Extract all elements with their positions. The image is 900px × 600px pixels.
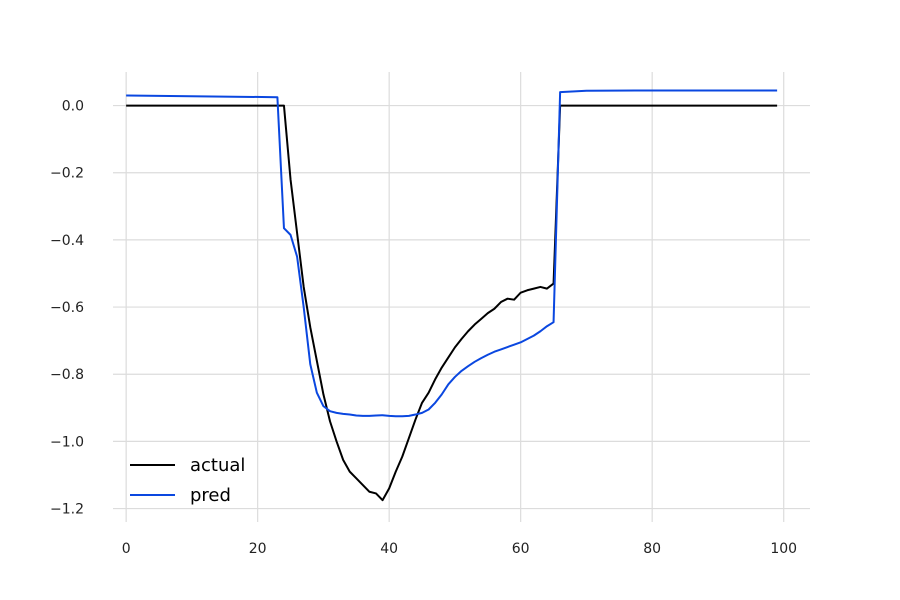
x-tick-label: 80 [643, 541, 661, 557]
series-lines [126, 89, 778, 502]
x-tick-label: 100 [770, 541, 797, 557]
series-line-actual [126, 104, 778, 502]
series-line-pred [126, 89, 778, 418]
x-tick-label: 20 [249, 541, 267, 557]
y-tick-label: −0.4 [50, 233, 84, 249]
y-tick-label: −0.8 [50, 367, 84, 383]
y-tick-label: −0.2 [50, 166, 84, 182]
y-axis: 0.0 −0.2 −0.4 −0.6 −0.8 −1.0 −1.2 [50, 99, 84, 518]
legend: actual pred [130, 455, 245, 506]
x-tick-label: 60 [512, 541, 530, 557]
legend-label-pred: pred [190, 485, 231, 506]
y-tick-label: 0.0 [62, 99, 84, 115]
y-tick-label: −0.6 [50, 300, 84, 316]
y-tick-label: −1.0 [50, 434, 84, 450]
x-axis: 0 20 40 60 80 100 [122, 541, 797, 557]
y-tick-label: −1.2 [50, 502, 84, 518]
x-tick-label: 0 [122, 541, 131, 557]
legend-label-actual: actual [190, 455, 245, 476]
grid-lines [113, 72, 810, 522]
x-tick-label: 40 [380, 541, 398, 557]
